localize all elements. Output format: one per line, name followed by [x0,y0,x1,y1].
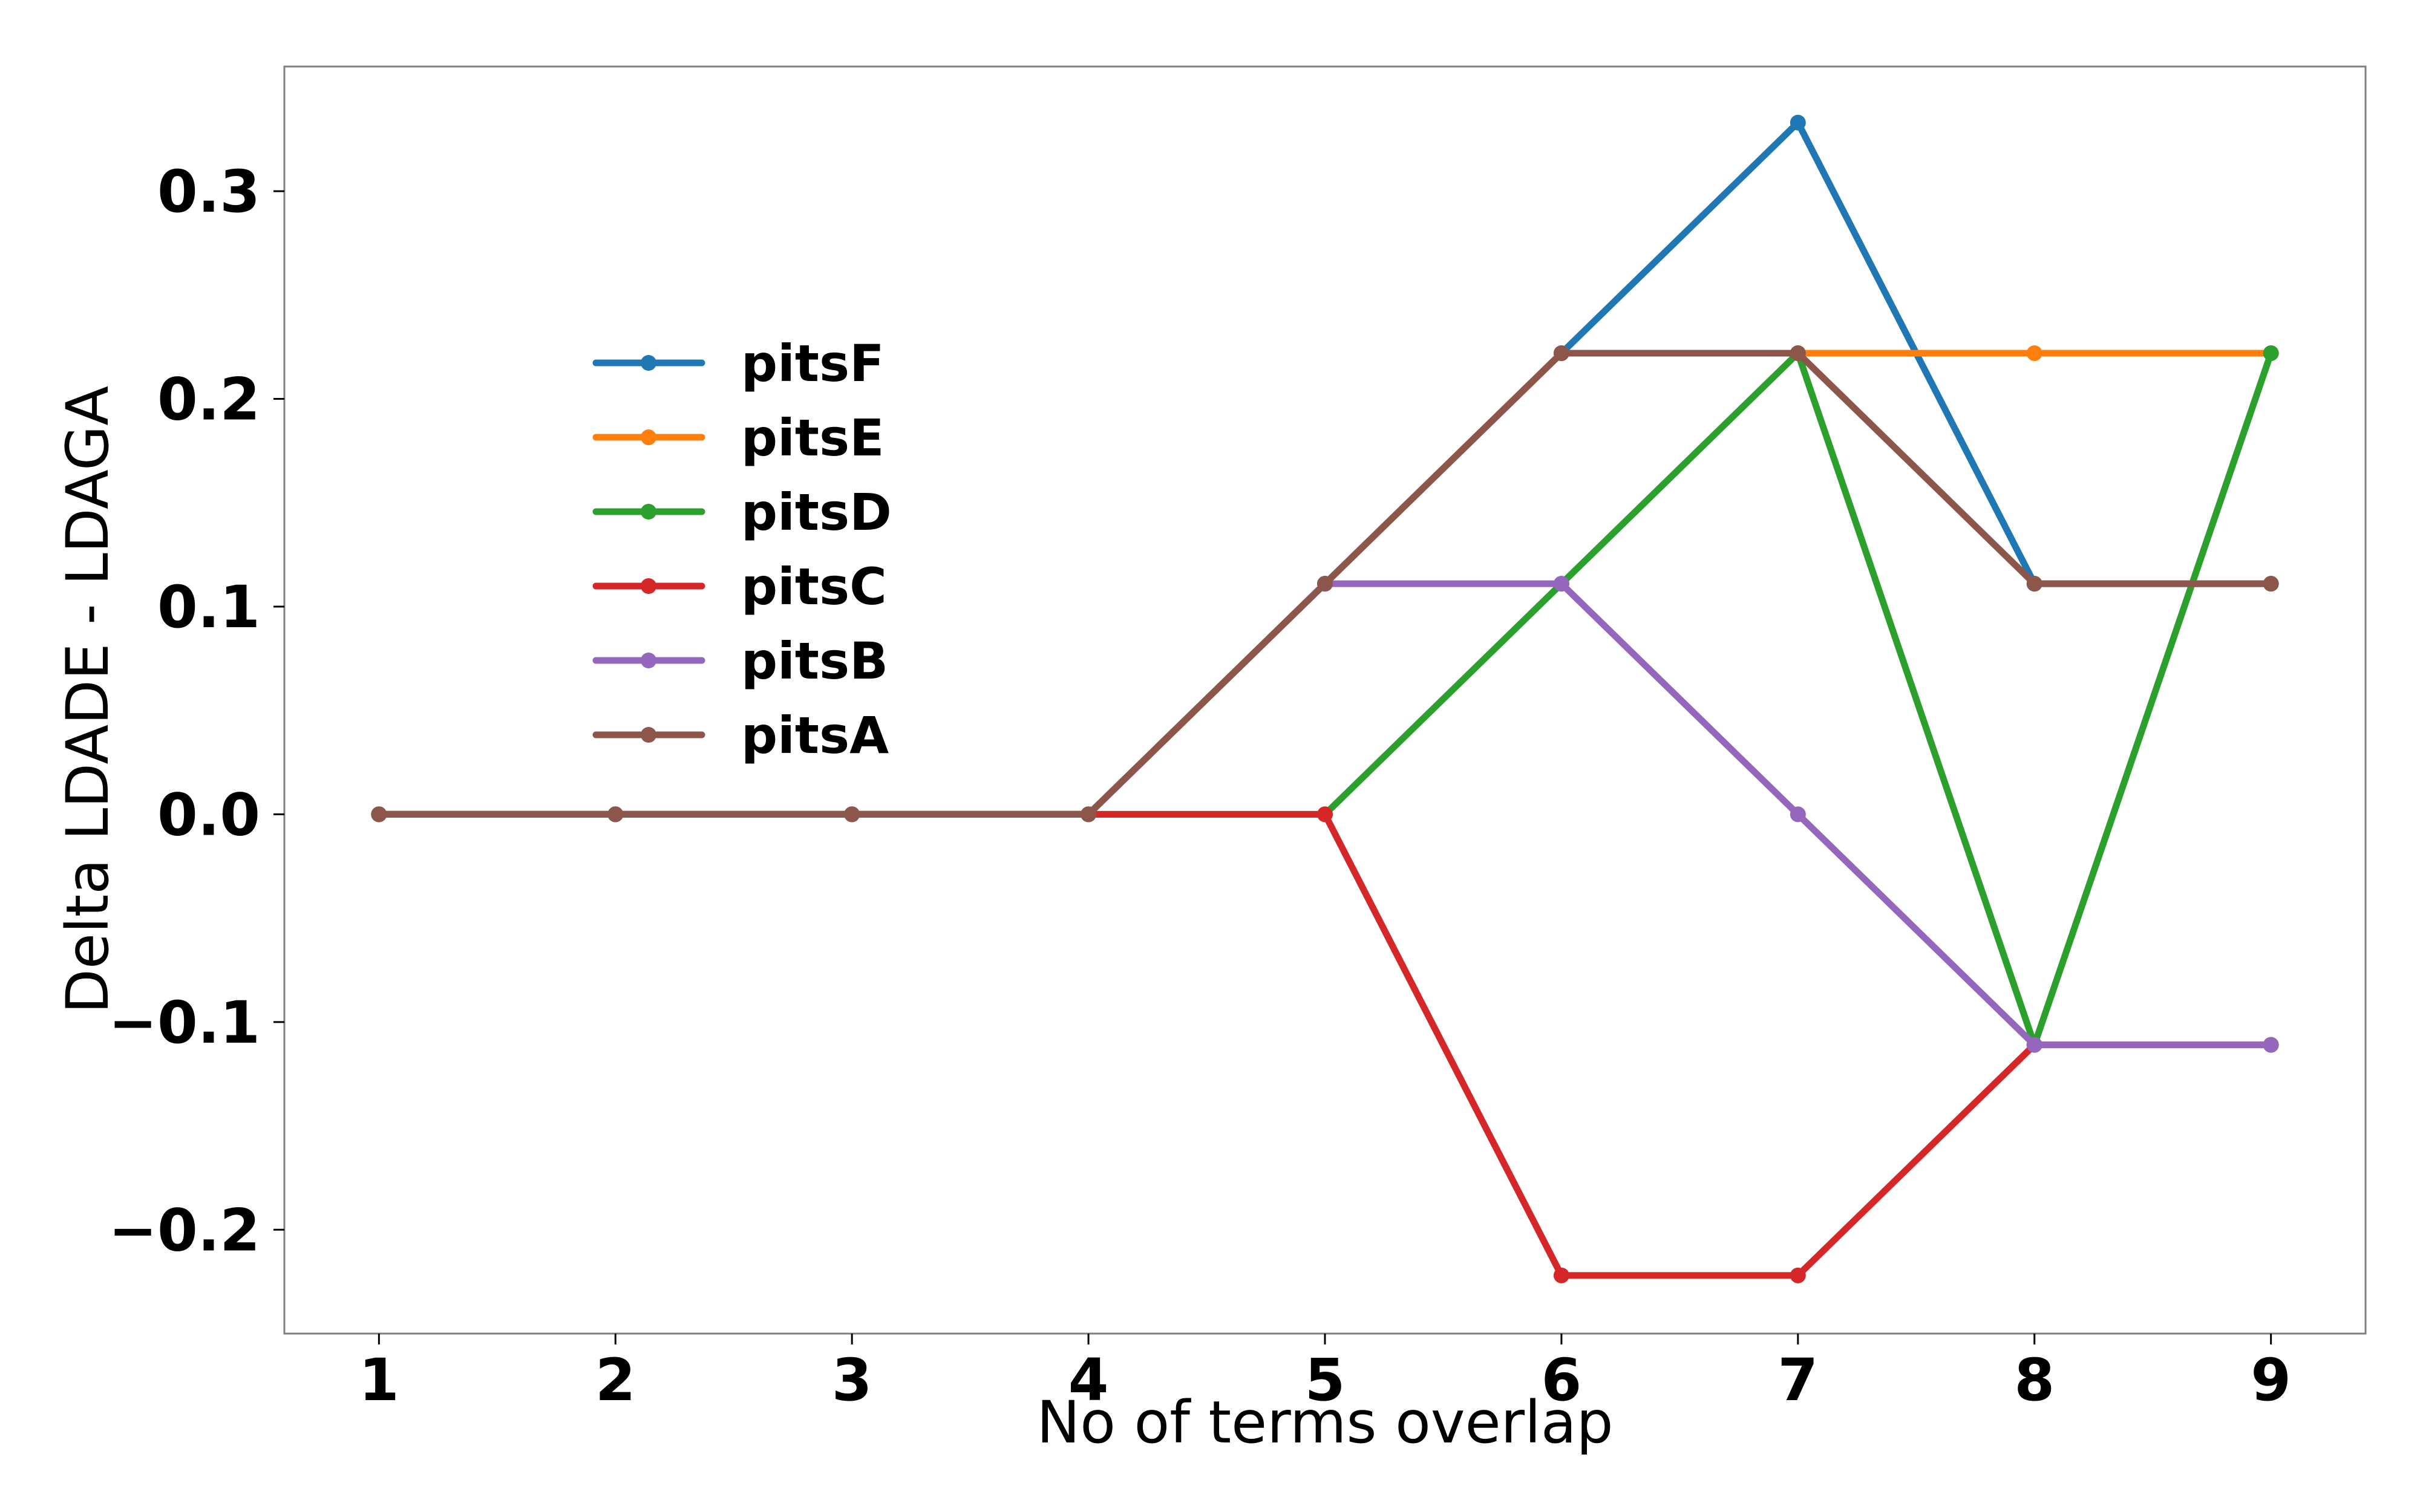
x-axis-label: No of terms overlap [1036,1389,1613,1456]
data-point-pitsA-9 [2263,576,2279,592]
series-pitsA [371,345,2279,823]
data-point-pitsA-6 [1553,345,1569,361]
x-tick-label-9: 9 [2251,1346,2291,1414]
legend-swatch-marker [641,429,656,445]
x-tick-label-5: 5 [1305,1346,1346,1414]
data-point-pitsD-9 [2263,345,2279,361]
legend-swatch-marker [641,504,656,520]
legend-item-pitsD: pitsD [592,483,892,542]
data-point-pitsB-6 [1553,576,1569,592]
legend-item-pitsE: pitsE [592,408,884,468]
data-point-pitsF-7 [1790,114,1806,131]
legend-swatch-marker [641,653,656,668]
legend-swatch-marker [641,727,656,743]
legend-item-pitsB: pitsB [592,631,888,691]
data-point-pitsB-8 [2026,1037,2042,1053]
series-pitsF [371,114,2279,823]
data-point-pitsC-5 [1317,806,1333,823]
series-line-pitsD [375,350,2275,1049]
data-point-pitsC-6 [1553,1267,1569,1283]
y-axis-label: Delta LDADE - LDAGA [54,386,122,1014]
legend-label-pitsF: pitsF [741,334,884,393]
y-tick-label-3: 0.1 [157,573,260,641]
legend-item-pitsC: pitsC [592,557,887,616]
data-point-pitsA-8 [2026,576,2042,592]
x-tick-label-1: 1 [359,1346,399,1414]
x-axis: 1 2 3 4 5 6 7 8 9 [359,1334,2291,1414]
data-point-pitsB-9 [2263,1037,2279,1053]
legend-swatch-marker [641,355,656,371]
x-tick-label-3: 3 [832,1346,872,1414]
legend-item-pitsA: pitsA [592,706,889,765]
data-point-pitsA-7 [1790,345,1806,361]
y-axis: −0.2 −0.1 0.0 0.1 0.2 0.3 [109,158,284,1264]
x-tick-label-8: 8 [2014,1346,2055,1414]
data-point-pitsE-8 [2026,345,2042,361]
legend: pitsF pitsE pitsD pitsC pitsB pitsA [592,334,892,765]
legend-item-pitsF: pitsF [592,334,884,393]
legend-label-pitsC: pitsC [741,557,887,616]
y-tick-label-4: 0.2 [157,366,260,434]
y-tick-label-1: −0.1 [109,989,261,1057]
x-tick-label-4: 4 [1068,1346,1109,1414]
x-tick-label-6: 6 [1542,1346,1582,1414]
legend-label-pitsE: pitsE [741,408,884,468]
data-point-pitsA-1 [371,806,387,823]
series-pitsC [371,806,2279,1283]
series-line-pitsF [375,119,2275,818]
y-tick-label-2: 0.0 [157,781,260,849]
plot-frame [283,65,2367,1335]
data-point-pitsA-4 [1081,806,1097,823]
series-layer [371,114,2279,1283]
series-pitsD [371,345,2279,1053]
data-point-pitsB-7 [1790,806,1806,823]
x-tick-label-7: 7 [1777,1346,1818,1414]
data-point-pitsA-5 [1317,576,1333,592]
data-point-pitsA-3 [844,806,860,823]
y-tick-label-0: −0.2 [109,1196,261,1264]
y-tick-label-5: 0.3 [157,158,260,226]
data-point-pitsC-7 [1790,1267,1806,1283]
legend-label-pitsD: pitsD [741,483,892,542]
series-line-pitsC [375,810,2275,1279]
data-point-pitsA-2 [607,806,624,823]
legend-swatch-marker [641,578,656,594]
legend-label-pitsA: pitsA [741,706,889,765]
legend-label-pitsB: pitsB [741,631,888,691]
x-tick-label-2: 2 [595,1346,636,1414]
